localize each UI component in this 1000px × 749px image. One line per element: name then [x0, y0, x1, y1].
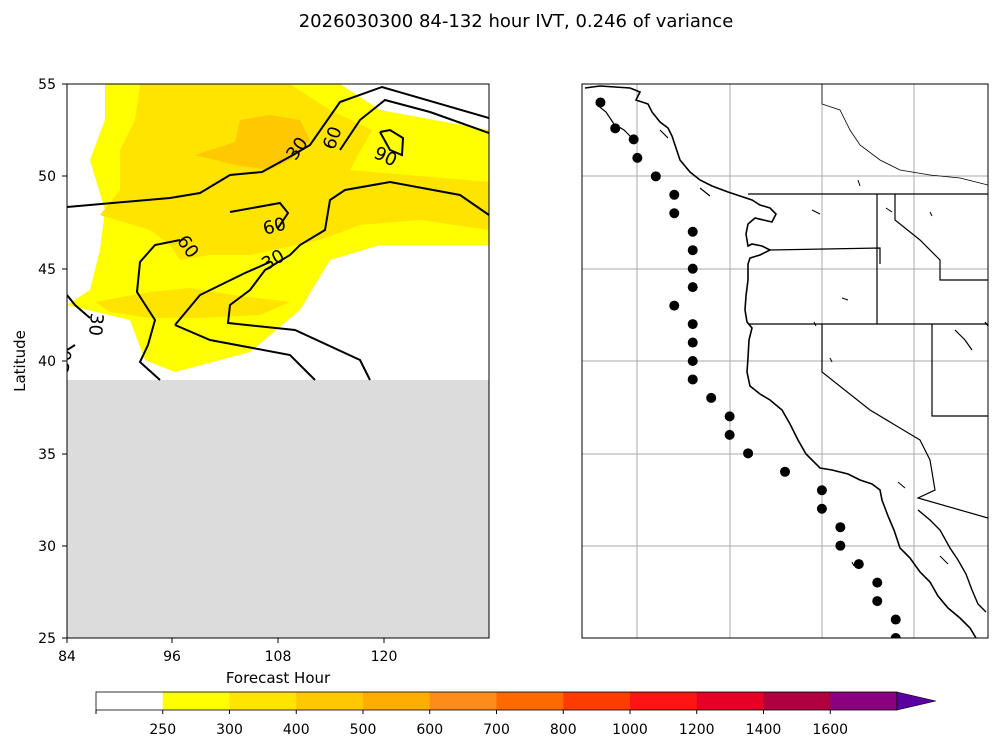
map-point: [872, 596, 883, 607]
map-point: [595, 97, 606, 108]
map-point: [724, 411, 735, 422]
x-tick-marks: [66, 638, 385, 643]
contour-60-lower-c: [174, 324, 316, 381]
map-point: [816, 503, 827, 514]
map-point: [687, 263, 698, 274]
y-tick-label: 45: [38, 262, 56, 278]
ivt-fill-400: [195, 115, 310, 170]
map-point: [650, 171, 661, 182]
colorbar-segment: [563, 692, 631, 710]
ivt-fill-300: [100, 84, 489, 260]
map-point: [632, 152, 643, 163]
map-gridlines: [582, 84, 988, 638]
colorbar-segment: [630, 692, 698, 710]
state-boundaries: [748, 193, 988, 519]
colorbar-segment: [229, 692, 297, 710]
map-point: [835, 522, 846, 533]
map-point: [890, 614, 901, 625]
coastline-islands: [595, 103, 988, 351]
map-point: [890, 633, 901, 638]
colorbar-tick-label: 600: [416, 722, 443, 738]
map-point: [687, 245, 698, 256]
map-point: [669, 208, 680, 219]
colorbar-segment: [429, 692, 497, 710]
colorbar-tick-label: 700: [483, 722, 510, 738]
map-point: [872, 577, 883, 588]
missing-data-region: [67, 380, 489, 638]
map-point: [780, 466, 790, 477]
contour-90-loop: [379, 128, 405, 157]
map-point: [706, 392, 717, 403]
contour-60-lower-b: [174, 261, 271, 326]
colorbar-segment: [296, 692, 364, 710]
x-axis-label: Forecast Hour: [226, 669, 331, 687]
colorbar-segment: [162, 692, 230, 710]
figure-title: 2026030300 84-132 hour IVT, 0.246 of var…: [299, 11, 734, 32]
map-point: [610, 123, 621, 134]
y-tick-marks: [62, 83, 67, 639]
colorbar-extend-arrow: [896, 691, 937, 711]
map-point: [687, 356, 698, 366]
colorbar-segment: [96, 692, 164, 710]
contour-30-left: [67, 294, 91, 319]
map-point: [743, 448, 754, 459]
coastline: [584, 85, 977, 638]
lakes: [811, 179, 949, 567]
colorbar: 250 300 400 500 600 700 800 1000 1200 1400 1600: [95, 691, 937, 738]
left-panel: 30 30 30 30 60 60 60 90 55 50 45: [11, 77, 490, 687]
colorbar-segment: [363, 692, 431, 710]
right-panel: [581, 83, 989, 639]
y-axis-label: Latitude: [11, 330, 29, 392]
map-point: [687, 226, 698, 237]
x-tick-label: 120: [371, 649, 398, 665]
map-point: [669, 189, 680, 200]
map-point: [687, 374, 698, 385]
y-tick-label: 55: [38, 77, 56, 93]
right-axes-frame: [581, 83, 989, 639]
contour-60-top: [339, 98, 489, 151]
colorbar-tick-label: 1400: [746, 722, 782, 738]
colorbar-segment: [696, 692, 764, 710]
contour-60-mid: [229, 201, 290, 229]
y-tick-label: 25: [38, 631, 56, 647]
colorbar-tick-label: 500: [350, 722, 377, 738]
map-point: [687, 319, 698, 330]
map-point: [628, 134, 639, 145]
map-point: [724, 429, 735, 440]
contour-label: 30: [52, 348, 77, 374]
map-point: [687, 337, 698, 348]
coastline-baja-east: [917, 509, 987, 613]
x-tick-label: 84: [58, 649, 76, 665]
colorbar-segment: [496, 692, 564, 710]
colorbar-segment: [830, 692, 898, 710]
y-tick-label: 30: [38, 539, 56, 555]
contour-60-lower: [135, 239, 181, 381]
map-point: [835, 540, 846, 551]
map-point: [687, 282, 698, 293]
colorbar-tick-label: 800: [550, 722, 577, 738]
colorbar-tick-label: 300: [216, 722, 243, 738]
map-point: [669, 300, 680, 311]
colorbar-tick-label: 1600: [812, 722, 848, 738]
contour-30-left-b: [67, 344, 76, 351]
colorbar-segment: [763, 692, 831, 710]
contour-30-mid: [226, 180, 489, 381]
country-boundary: [821, 84, 988, 186]
colorbar-tick-label: 400: [283, 722, 310, 738]
colorbar-tick-label: 250: [149, 722, 176, 738]
x-tick-label: 108: [265, 649, 292, 665]
y-tick-label: 50: [38, 169, 56, 185]
contour-label: 30: [84, 312, 107, 337]
map-point: [816, 485, 827, 496]
y-tick-label: 40: [38, 354, 56, 370]
map-point: [853, 559, 864, 570]
contour-30-top: [67, 85, 489, 208]
x-tick-label: 96: [163, 649, 181, 665]
colorbar-tick-label: 1200: [679, 722, 715, 738]
colorbar-tick-label: 1000: [612, 722, 648, 738]
y-tick-label: 35: [38, 447, 56, 463]
